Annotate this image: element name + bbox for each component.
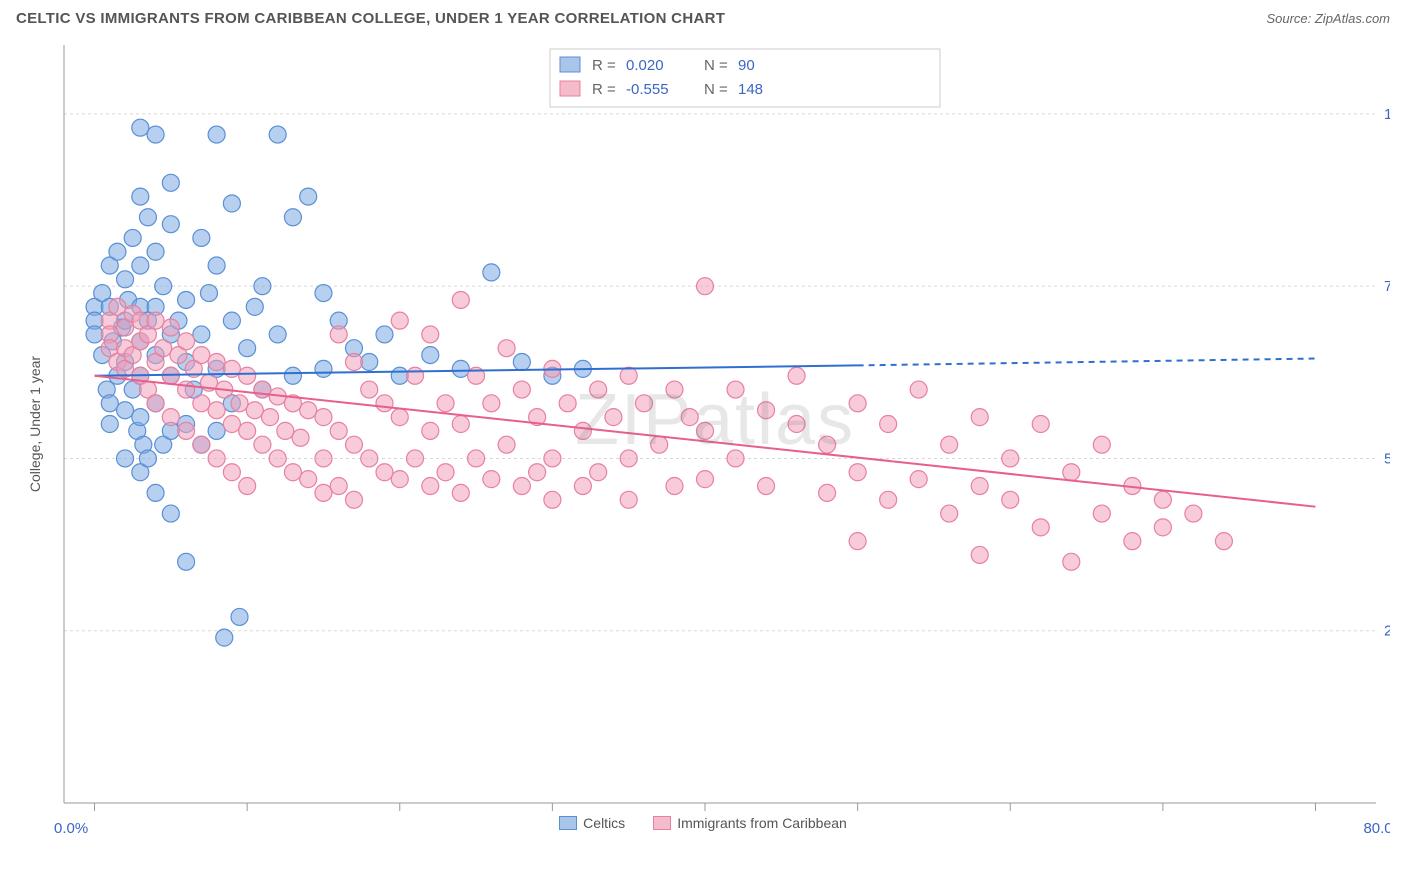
legend-item: Celtics <box>559 815 625 831</box>
bottom-legend: Celtics Immigrants from Caribbean <box>16 815 1390 831</box>
legend-swatch <box>559 816 577 830</box>
svg-text:R =: R = <box>592 81 616 98</box>
svg-text:-0.555: -0.555 <box>626 81 669 98</box>
svg-text:R =: R = <box>592 57 616 74</box>
chart-header: CELTIC VS IMMIGRANTS FROM CARIBBEAN COLL… <box>0 0 1406 33</box>
source-label: Source: ZipAtlas.com <box>1266 11 1390 26</box>
svg-text:100.0%: 100.0% <box>1384 106 1390 123</box>
legend-label: Immigrants from Caribbean <box>677 815 847 831</box>
svg-text:25.0%: 25.0% <box>1384 623 1390 640</box>
legend-swatch <box>653 816 671 830</box>
svg-text:0.020: 0.020 <box>626 57 664 74</box>
scatter-chart: 25.0% 50.0% 75.0% 100.0% College, Under 1 ye… <box>16 33 1390 853</box>
legend-label: Celtics <box>583 815 625 831</box>
svg-text:N =: N = <box>704 81 728 98</box>
svg-text:College, Under 1 year: College, Under 1 year <box>27 356 43 493</box>
chart-title: CELTIC VS IMMIGRANTS FROM CARIBBEAN COLL… <box>16 10 725 27</box>
svg-text:N =: N = <box>704 57 728 74</box>
legend-item: Immigrants from Caribbean <box>653 815 847 831</box>
svg-text:75.0%: 75.0% <box>1384 278 1390 295</box>
svg-text:50.0%: 50.0% <box>1384 450 1390 467</box>
chart-container: 25.0% 50.0% 75.0% 100.0% College, Under 1 ye… <box>16 33 1390 853</box>
svg-text:148: 148 <box>738 81 763 98</box>
svg-text:90: 90 <box>738 57 755 74</box>
